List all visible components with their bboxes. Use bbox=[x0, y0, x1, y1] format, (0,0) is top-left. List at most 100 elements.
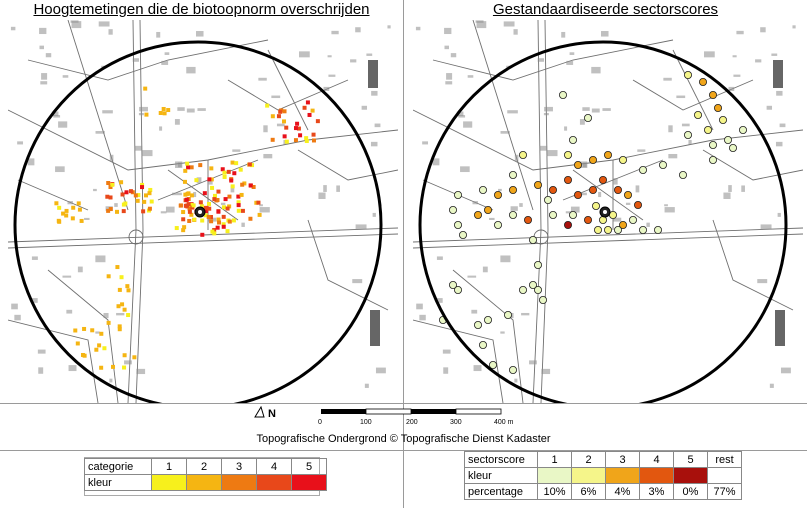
measurement-point-163 bbox=[305, 100, 310, 105]
scale-tick-300: 300 bbox=[450, 419, 462, 426]
building-92 bbox=[178, 162, 182, 168]
right-legend-percentage-label: percentage bbox=[464, 483, 538, 500]
large-building-se bbox=[775, 310, 785, 346]
left-map-title: Hoogtemetingen die de biotoopnorm oversc… bbox=[33, 1, 370, 18]
sector-point-4 bbox=[718, 116, 727, 125]
measurement-point-173 bbox=[80, 352, 85, 357]
measurement-point-114 bbox=[108, 207, 113, 212]
left-legend-header-label: categorie bbox=[84, 458, 152, 475]
measurement-point-129 bbox=[106, 181, 111, 186]
sectorscore-swatch-2 bbox=[571, 467, 606, 484]
building-54 bbox=[569, 52, 575, 55]
building-23 bbox=[444, 27, 452, 35]
scale-segment-1 bbox=[321, 409, 366, 414]
measurement-point-60 bbox=[236, 208, 241, 213]
measurement-point-86 bbox=[200, 232, 205, 237]
north-arrow: N bbox=[254, 405, 276, 420]
measurement-point-71 bbox=[203, 213, 208, 218]
measurement-point-124 bbox=[136, 193, 141, 198]
measurement-point-186 bbox=[106, 274, 111, 279]
measurement-point-36 bbox=[236, 203, 241, 208]
building-59 bbox=[460, 166, 470, 173]
building-62 bbox=[336, 185, 340, 192]
sectorscore-4: 4 bbox=[639, 451, 674, 468]
building-95 bbox=[732, 55, 737, 58]
measurement-point-194 bbox=[144, 112, 149, 117]
measurement-point-134 bbox=[135, 198, 140, 203]
sector-point-75 bbox=[489, 360, 498, 369]
measurement-point-180 bbox=[117, 327, 122, 332]
building-38 bbox=[728, 185, 732, 192]
building-43 bbox=[482, 266, 488, 273]
building-37 bbox=[760, 224, 772, 230]
measurement-point-116 bbox=[108, 195, 113, 200]
large-building-ne bbox=[368, 60, 378, 88]
street-3 bbox=[135, 20, 144, 403]
building-66 bbox=[472, 201, 478, 205]
measurement-point-100 bbox=[181, 217, 186, 222]
measurement-point-204 bbox=[77, 207, 82, 212]
measurement-point-109 bbox=[215, 225, 220, 230]
street-14 bbox=[307, 219, 389, 311]
building-41 bbox=[489, 217, 495, 220]
building-70 bbox=[476, 21, 487, 29]
measurement-point-5 bbox=[182, 179, 187, 184]
building-77 bbox=[62, 75, 69, 78]
sector-point-57 bbox=[563, 220, 572, 229]
legend-swatch-1 bbox=[151, 474, 187, 491]
sector-point-29 bbox=[534, 180, 543, 189]
building-73 bbox=[467, 275, 477, 278]
measurement-point-22 bbox=[202, 191, 207, 196]
building-7 bbox=[668, 125, 673, 133]
building-79 bbox=[723, 192, 731, 199]
measurement-point-8 bbox=[186, 165, 191, 170]
sector-point-41 bbox=[474, 210, 483, 219]
building-2 bbox=[116, 312, 125, 316]
building-49 bbox=[350, 59, 357, 63]
building-9 bbox=[66, 309, 73, 314]
building-79 bbox=[318, 192, 326, 199]
legend-swatch-5 bbox=[291, 474, 327, 491]
measurement-point-10 bbox=[251, 184, 256, 189]
street-11 bbox=[452, 269, 524, 403]
street-12 bbox=[413, 319, 504, 403]
building-97 bbox=[792, 25, 796, 29]
building-10 bbox=[38, 367, 44, 374]
measurement-point-51 bbox=[229, 178, 234, 183]
measurement-point-75 bbox=[216, 217, 221, 222]
street-12 bbox=[8, 319, 99, 403]
building-26 bbox=[95, 131, 105, 134]
building-29 bbox=[11, 303, 18, 310]
sector-point-6 bbox=[703, 126, 712, 135]
measurement-point-98 bbox=[217, 220, 222, 225]
building-98 bbox=[53, 115, 61, 118]
building-89 bbox=[361, 105, 368, 110]
measurement-point-107 bbox=[178, 203, 183, 208]
percentage-rest: 77% bbox=[707, 483, 742, 500]
sector-point-0 bbox=[683, 71, 692, 80]
building-44 bbox=[124, 360, 132, 365]
building-80 bbox=[668, 153, 678, 159]
building-30 bbox=[136, 368, 146, 375]
measurement-point-195 bbox=[162, 111, 167, 116]
building-58 bbox=[134, 145, 143, 151]
measurement-point-103 bbox=[203, 205, 208, 210]
sector-point-8 bbox=[708, 141, 717, 150]
measurement-point-30 bbox=[199, 204, 204, 209]
measurement-point-67 bbox=[232, 171, 237, 176]
building-95 bbox=[327, 55, 332, 58]
measurement-point-48 bbox=[210, 185, 215, 190]
building-35 bbox=[664, 207, 675, 213]
building-81 bbox=[103, 312, 109, 319]
street-6 bbox=[572, 169, 644, 221]
sector-point-17 bbox=[588, 155, 597, 164]
measurement-point-188 bbox=[126, 288, 131, 293]
building-10 bbox=[443, 367, 449, 374]
measurement-point-193 bbox=[166, 108, 171, 113]
sector-point-12 bbox=[558, 91, 567, 100]
sector-point-9 bbox=[723, 136, 732, 145]
measurement-point-187 bbox=[125, 284, 130, 289]
sector-point-46 bbox=[543, 195, 552, 204]
legend-swatch-3 bbox=[221, 474, 257, 491]
building-76 bbox=[771, 53, 778, 56]
